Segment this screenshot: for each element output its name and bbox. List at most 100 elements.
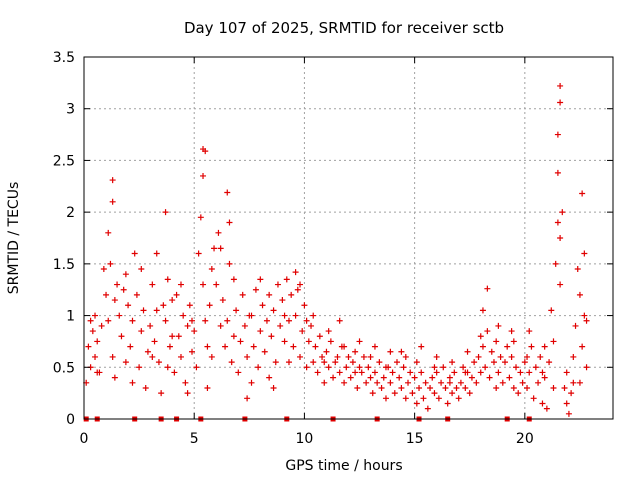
- data-point: [363, 379, 370, 386]
- data-point: [539, 400, 546, 407]
- data-point: [495, 322, 502, 329]
- data-point: [316, 333, 323, 340]
- data-point: [147, 322, 154, 329]
- data-point: [193, 364, 200, 371]
- data-point: [239, 291, 246, 298]
- data-point: [136, 364, 143, 371]
- data-point: [149, 281, 156, 288]
- data-point: [398, 384, 405, 391]
- data-point: [530, 395, 537, 402]
- data-point: [521, 359, 528, 366]
- data-point: [554, 219, 561, 226]
- data-point: [206, 302, 213, 309]
- data-point: [579, 343, 586, 350]
- y-tick-label: 1.5: [53, 257, 75, 273]
- data-point: [400, 364, 407, 371]
- data-point: [455, 395, 462, 402]
- data-point: [513, 364, 520, 371]
- data-point: [486, 374, 493, 381]
- data-point: [477, 333, 484, 340]
- data-point: [107, 260, 114, 267]
- data-point: [387, 348, 394, 355]
- data-point: [131, 250, 138, 257]
- data-point: [570, 353, 577, 360]
- data-point: [175, 333, 182, 340]
- data-point: [310, 312, 317, 319]
- data-point: [501, 359, 508, 366]
- data-point: [270, 307, 277, 314]
- data-point: [259, 302, 266, 309]
- data-point: [224, 189, 231, 196]
- data-point: [559, 209, 566, 216]
- data-point: [493, 384, 500, 391]
- data-point: [424, 405, 431, 412]
- data-point: [356, 338, 363, 345]
- data-point: [446, 374, 453, 381]
- data-point: [270, 384, 277, 391]
- data-point: [257, 328, 264, 335]
- data-point: [565, 410, 572, 417]
- data-point: [550, 384, 557, 391]
- data-point: [526, 369, 533, 376]
- data-point: [402, 353, 409, 360]
- data-point: [314, 369, 321, 376]
- data-point: [89, 328, 96, 335]
- data-point: [510, 384, 517, 391]
- data-point: [382, 395, 389, 402]
- data-point: [413, 400, 420, 407]
- data-point: [211, 245, 218, 252]
- data-point: [557, 235, 564, 241]
- data-point: [563, 400, 570, 407]
- data-point: [341, 343, 348, 350]
- data-point: [356, 364, 363, 371]
- data-point: [427, 384, 434, 391]
- data-point: [473, 379, 480, 386]
- data-point: [371, 343, 378, 350]
- data-point: [142, 384, 149, 391]
- data-point: [308, 322, 315, 329]
- data-point: [576, 379, 583, 386]
- data-point: [290, 343, 297, 350]
- data-point: [358, 369, 365, 376]
- data-point: [151, 338, 158, 345]
- data-point: [312, 343, 319, 350]
- data-point: [129, 379, 136, 386]
- data-point: [149, 353, 156, 360]
- data-point: [532, 364, 539, 371]
- data-point: [217, 322, 224, 329]
- data-point: [552, 260, 559, 267]
- data-point: [182, 379, 189, 386]
- data-point: [208, 266, 215, 273]
- data-point: [248, 312, 255, 319]
- data-point: [244, 353, 251, 360]
- data-point: [164, 276, 171, 283]
- data-point: [369, 390, 376, 397]
- data-point: [409, 390, 416, 397]
- data-point: [568, 390, 575, 397]
- x-tick-label: 5: [190, 431, 199, 447]
- data-point: [332, 359, 339, 366]
- data-point: [541, 374, 548, 381]
- data-point: [341, 379, 348, 386]
- data-point: [153, 250, 160, 257]
- data-point: [138, 328, 145, 335]
- data-point: [563, 369, 570, 376]
- data-point: [367, 353, 374, 360]
- data-point: [164, 364, 171, 371]
- data-point: [233, 307, 240, 314]
- x-tick-label: 10: [296, 431, 314, 447]
- data-point: [202, 148, 209, 155]
- data-point: [195, 250, 202, 257]
- data-point: [543, 405, 550, 412]
- data-point: [272, 359, 279, 366]
- x-tick-label: 15: [406, 431, 424, 447]
- data-point: [248, 379, 255, 386]
- data-point: [92, 353, 99, 360]
- y-axis-ticks: 0 0.5 1 1.5 2 2.5 3 3.5: [53, 50, 613, 428]
- data-point: [499, 379, 506, 386]
- data-point: [579, 190, 586, 197]
- data-point: [283, 276, 290, 283]
- data-point: [263, 317, 270, 324]
- data-point: [433, 353, 440, 360]
